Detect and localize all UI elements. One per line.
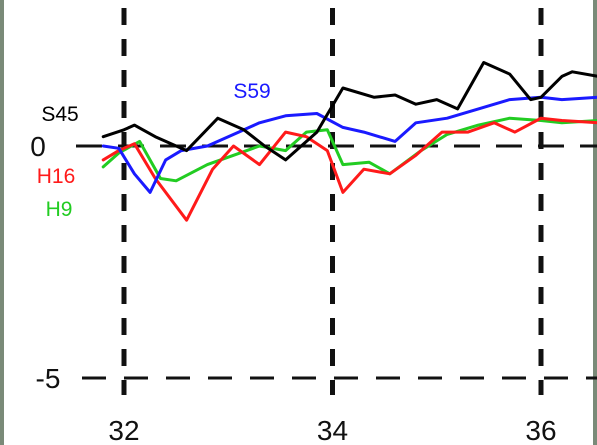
x-tick-label-36: 36 [525, 415, 556, 445]
y-tick-label-0: 0 [30, 131, 46, 162]
series-label-h16: H16 [37, 165, 76, 188]
series-label-h9: H9 [46, 198, 73, 221]
series-line-h9 [101, 116, 597, 183]
series-line-s59 [101, 95, 597, 194]
y-tick-label-neg5: -5 [36, 363, 61, 394]
x-tick-label-34: 34 [317, 415, 348, 445]
series-layer [101, 61, 597, 222]
series-label-s45: S45 [41, 103, 78, 126]
tick-labels: 32 34 36 0 -5 [30, 131, 556, 445]
series-label-s59: S59 [233, 80, 270, 103]
series-line-h16 [101, 116, 597, 222]
x-tick-label-32: 32 [108, 415, 139, 445]
series-line-s45 [101, 61, 597, 162]
series-labels: S45 S59 H16 H9 [37, 80, 271, 221]
grid-layer [76, 8, 597, 395]
line-chart: 32 34 36 0 -5 S45 S59 H16 H9 [30, 8, 597, 445]
